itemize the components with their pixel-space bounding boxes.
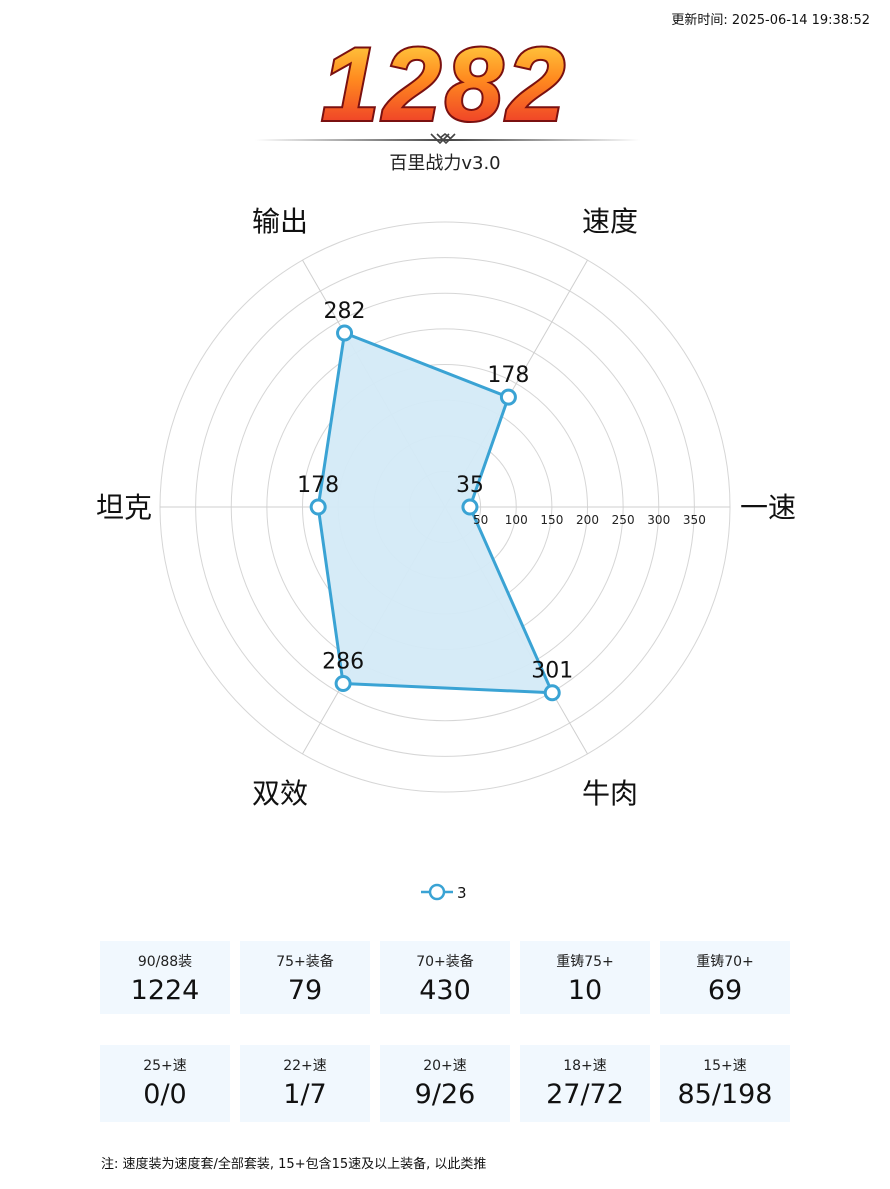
stat-label: 70+装备 xyxy=(416,954,474,970)
radar-tick-label: 350 xyxy=(683,513,706,527)
score-graphic: 1282 xyxy=(255,25,640,145)
app-subtitle: 百里战力v3.0 xyxy=(389,153,501,174)
radar-data-label: 286 xyxy=(322,649,364,674)
stat-label: 20+速 xyxy=(423,1058,467,1074)
radar-tick-label: 50 xyxy=(473,513,488,527)
update-time: 更新时间: 2025-06-14 19:38:52 xyxy=(671,13,870,28)
stat-value: 27/72 xyxy=(546,1079,624,1110)
stat-value: 1224 xyxy=(130,975,200,1006)
radar-data-point[interactable] xyxy=(334,674,352,692)
stat-value: 85/198 xyxy=(677,1079,773,1110)
stat-value: 0/0 xyxy=(143,1079,187,1110)
radar-data-point[interactable] xyxy=(543,684,561,702)
radar-tick-label: 250 xyxy=(612,513,635,527)
stat-value: 79 xyxy=(287,975,323,1006)
stat-label: 90/88装 xyxy=(137,954,193,970)
radar-data-label: 282 xyxy=(324,299,366,324)
stat-label: 重铸75+ xyxy=(556,954,614,970)
radar-tick-label: 150 xyxy=(540,513,563,527)
stat-card-reforge-75: 重铸75+ 10 xyxy=(520,941,650,1014)
score-banner: 1282 xyxy=(0,20,890,180)
stat-value: 69 xyxy=(707,975,743,1006)
radar-tick-label: 100 xyxy=(505,513,528,527)
score-value: 1282 xyxy=(321,27,568,143)
radar-data-point[interactable] xyxy=(461,498,479,516)
stat-card-gear-75: 75+装备 79 xyxy=(240,941,370,1014)
score-divider xyxy=(255,139,640,141)
radar-axis-label: 坦克 xyxy=(96,491,152,524)
stat-card-speed-15: 15+速 85/198 xyxy=(660,1045,790,1122)
legend-series-icon xyxy=(421,883,453,901)
stat-label: 75+装备 xyxy=(276,954,334,970)
stat-label: 重铸70+ xyxy=(696,954,754,970)
radar-axis-label: 双效 xyxy=(252,777,308,810)
stat-label: 18+速 xyxy=(563,1058,607,1074)
radar-axis-label: 牛肉 xyxy=(582,777,638,810)
legend-series-label: 3 xyxy=(457,884,467,902)
stat-label: 25+速 xyxy=(143,1058,187,1074)
stat-card-speed-22: 22+速 1/7 xyxy=(240,1045,370,1122)
stat-value: 10 xyxy=(567,975,603,1006)
radar-data-point[interactable] xyxy=(499,388,517,406)
radar-axis-label: 一速 xyxy=(740,491,796,524)
stat-card-gear-90-88: 90/88装 1224 xyxy=(100,941,230,1014)
radar-data-label: 178 xyxy=(297,473,339,498)
radar-data-point[interactable] xyxy=(309,498,327,516)
stat-card-speed-18: 18+速 27/72 xyxy=(520,1045,650,1122)
stat-card-speed-25: 25+速 0/0 xyxy=(100,1045,230,1122)
radar-data-point[interactable] xyxy=(336,324,354,342)
divider-ornament-icon xyxy=(430,132,456,145)
stat-card-reforge-70: 重铸70+ 69 xyxy=(660,941,790,1014)
radar-data-label: 35 xyxy=(456,473,484,498)
stat-value: 430 xyxy=(419,975,471,1006)
stat-value: 9/26 xyxy=(414,1079,476,1110)
radar-points xyxy=(309,324,561,702)
radar-data-label: 301 xyxy=(531,659,573,684)
stat-card-gear-70: 70+装备 430 xyxy=(380,941,510,1014)
stat-value: 1/7 xyxy=(283,1079,327,1110)
stat-card-speed-20: 20+速 9/26 xyxy=(380,1045,510,1122)
radar-axis-label: 输出 xyxy=(252,205,308,238)
radar-data-label: 178 xyxy=(487,363,529,388)
footnote: 注: 速度装为速度套/全部套装, 15+包含15速及以上装备, 以此类推 xyxy=(101,1157,487,1172)
radar-tick-label: 200 xyxy=(576,513,599,527)
stat-label: 22+速 xyxy=(283,1058,327,1074)
stat-label: 15+速 xyxy=(703,1058,747,1074)
radar-axis-label: 速度 xyxy=(582,205,638,238)
chart-legend[interactable]: 3 xyxy=(0,880,890,904)
radar-tick-label: 300 xyxy=(647,513,670,527)
